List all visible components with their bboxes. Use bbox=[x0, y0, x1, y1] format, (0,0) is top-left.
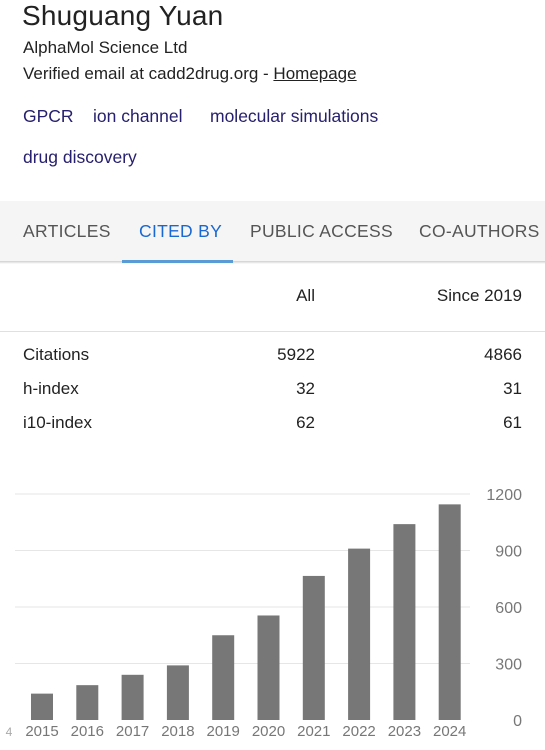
active-tab-indicator bbox=[122, 260, 233, 263]
tab-public-access[interactable]: PUBLIC ACCESS bbox=[250, 221, 393, 241]
x-tick-label: 2021 bbox=[297, 723, 330, 740]
stats-divider bbox=[0, 331, 545, 332]
x-tick-label: 2024 bbox=[433, 723, 466, 740]
stats-header-since: Since 2019 bbox=[436, 286, 522, 305]
stats-row-citations: Citations 5922 4866 bbox=[0, 345, 545, 369]
stats-row-h-index: h-index 32 31 bbox=[0, 379, 545, 403]
homepage-link[interactable]: Homepage bbox=[273, 64, 357, 83]
bar-2020[interactable] bbox=[257, 615, 280, 720]
bar-2024[interactable] bbox=[438, 504, 461, 720]
stats-label: Citations bbox=[23, 345, 90, 364]
interest-link-drug-discovery[interactable]: drug discovery bbox=[23, 147, 137, 167]
stats-row-i10-index: i10-index 62 61 bbox=[0, 413, 545, 437]
y-tick-label: 1200 bbox=[486, 487, 522, 504]
stats-value-since: 4866 bbox=[484, 345, 522, 364]
bar-2016[interactable] bbox=[76, 685, 99, 720]
profile-email: Verified email at cadd2drug.org - Homepa… bbox=[23, 64, 357, 84]
x-tick-label: 2017 bbox=[116, 723, 149, 740]
x-tick-label: 2020 bbox=[252, 723, 285, 740]
stats-header-all: All bbox=[296, 286, 315, 305]
x-tick-label-partial: 4 bbox=[6, 725, 13, 739]
stats-label: h-index bbox=[23, 379, 79, 398]
x-tick-label: 2018 bbox=[161, 723, 194, 740]
x-tick-label: 2015 bbox=[25, 723, 58, 740]
stats-label: i10-index bbox=[23, 413, 92, 432]
verified-email-text: Verified email at cadd2drug.org - bbox=[23, 64, 274, 83]
x-tick-label: 2022 bbox=[342, 723, 375, 740]
tab-cited-by[interactable]: CITED BY bbox=[139, 221, 223, 241]
interest-link-gpcr[interactable]: GPCR bbox=[23, 106, 74, 126]
interest-link-ion-channel[interactable]: ion channel bbox=[93, 106, 183, 126]
profile-tabs: ARTICLES CITED BY PUBLIC ACCESS CO-AUTHO… bbox=[0, 201, 545, 261]
tab-co-authors[interactable]: CO-AUTHORS bbox=[419, 221, 540, 241]
stats-value-all: 5922 bbox=[277, 345, 315, 364]
stats-value-since: 61 bbox=[503, 413, 522, 432]
x-tick-label: 2023 bbox=[388, 723, 421, 740]
x-tick-label: 2016 bbox=[71, 723, 104, 740]
bar-2022[interactable] bbox=[348, 548, 371, 720]
bar-2015[interactable] bbox=[31, 693, 53, 720]
stats-value-all: 62 bbox=[296, 413, 315, 432]
bar-2018[interactable] bbox=[166, 665, 189, 720]
profile-affiliation: AlphaMol Science Ltd bbox=[23, 38, 188, 57]
stats-value-all: 32 bbox=[296, 379, 315, 398]
tab-articles[interactable]: ARTICLES bbox=[23, 221, 111, 241]
bar-2019[interactable] bbox=[212, 635, 235, 720]
bar-2021[interactable] bbox=[302, 575, 325, 720]
citations-per-year-chart: 0 300 600 900 1200 2015 2016 2017 2018 2019 2020 20… bbox=[6, 487, 522, 740]
y-tick-label: 900 bbox=[495, 544, 522, 561]
bar-2023[interactable] bbox=[393, 524, 416, 720]
bar-2017[interactable] bbox=[121, 674, 144, 720]
y-tick-label: 300 bbox=[495, 657, 522, 674]
stats-value-since: 31 bbox=[503, 379, 522, 398]
y-tick-label: 0 bbox=[513, 713, 522, 730]
x-tick-label: 2019 bbox=[207, 723, 240, 740]
tab-bar-shadow bbox=[0, 261, 545, 264]
profile-name: Shuguang Yuan bbox=[22, 0, 224, 31]
y-tick-label: 600 bbox=[495, 600, 522, 617]
interest-link-molecular-simulations[interactable]: molecular simulations bbox=[210, 106, 379, 126]
